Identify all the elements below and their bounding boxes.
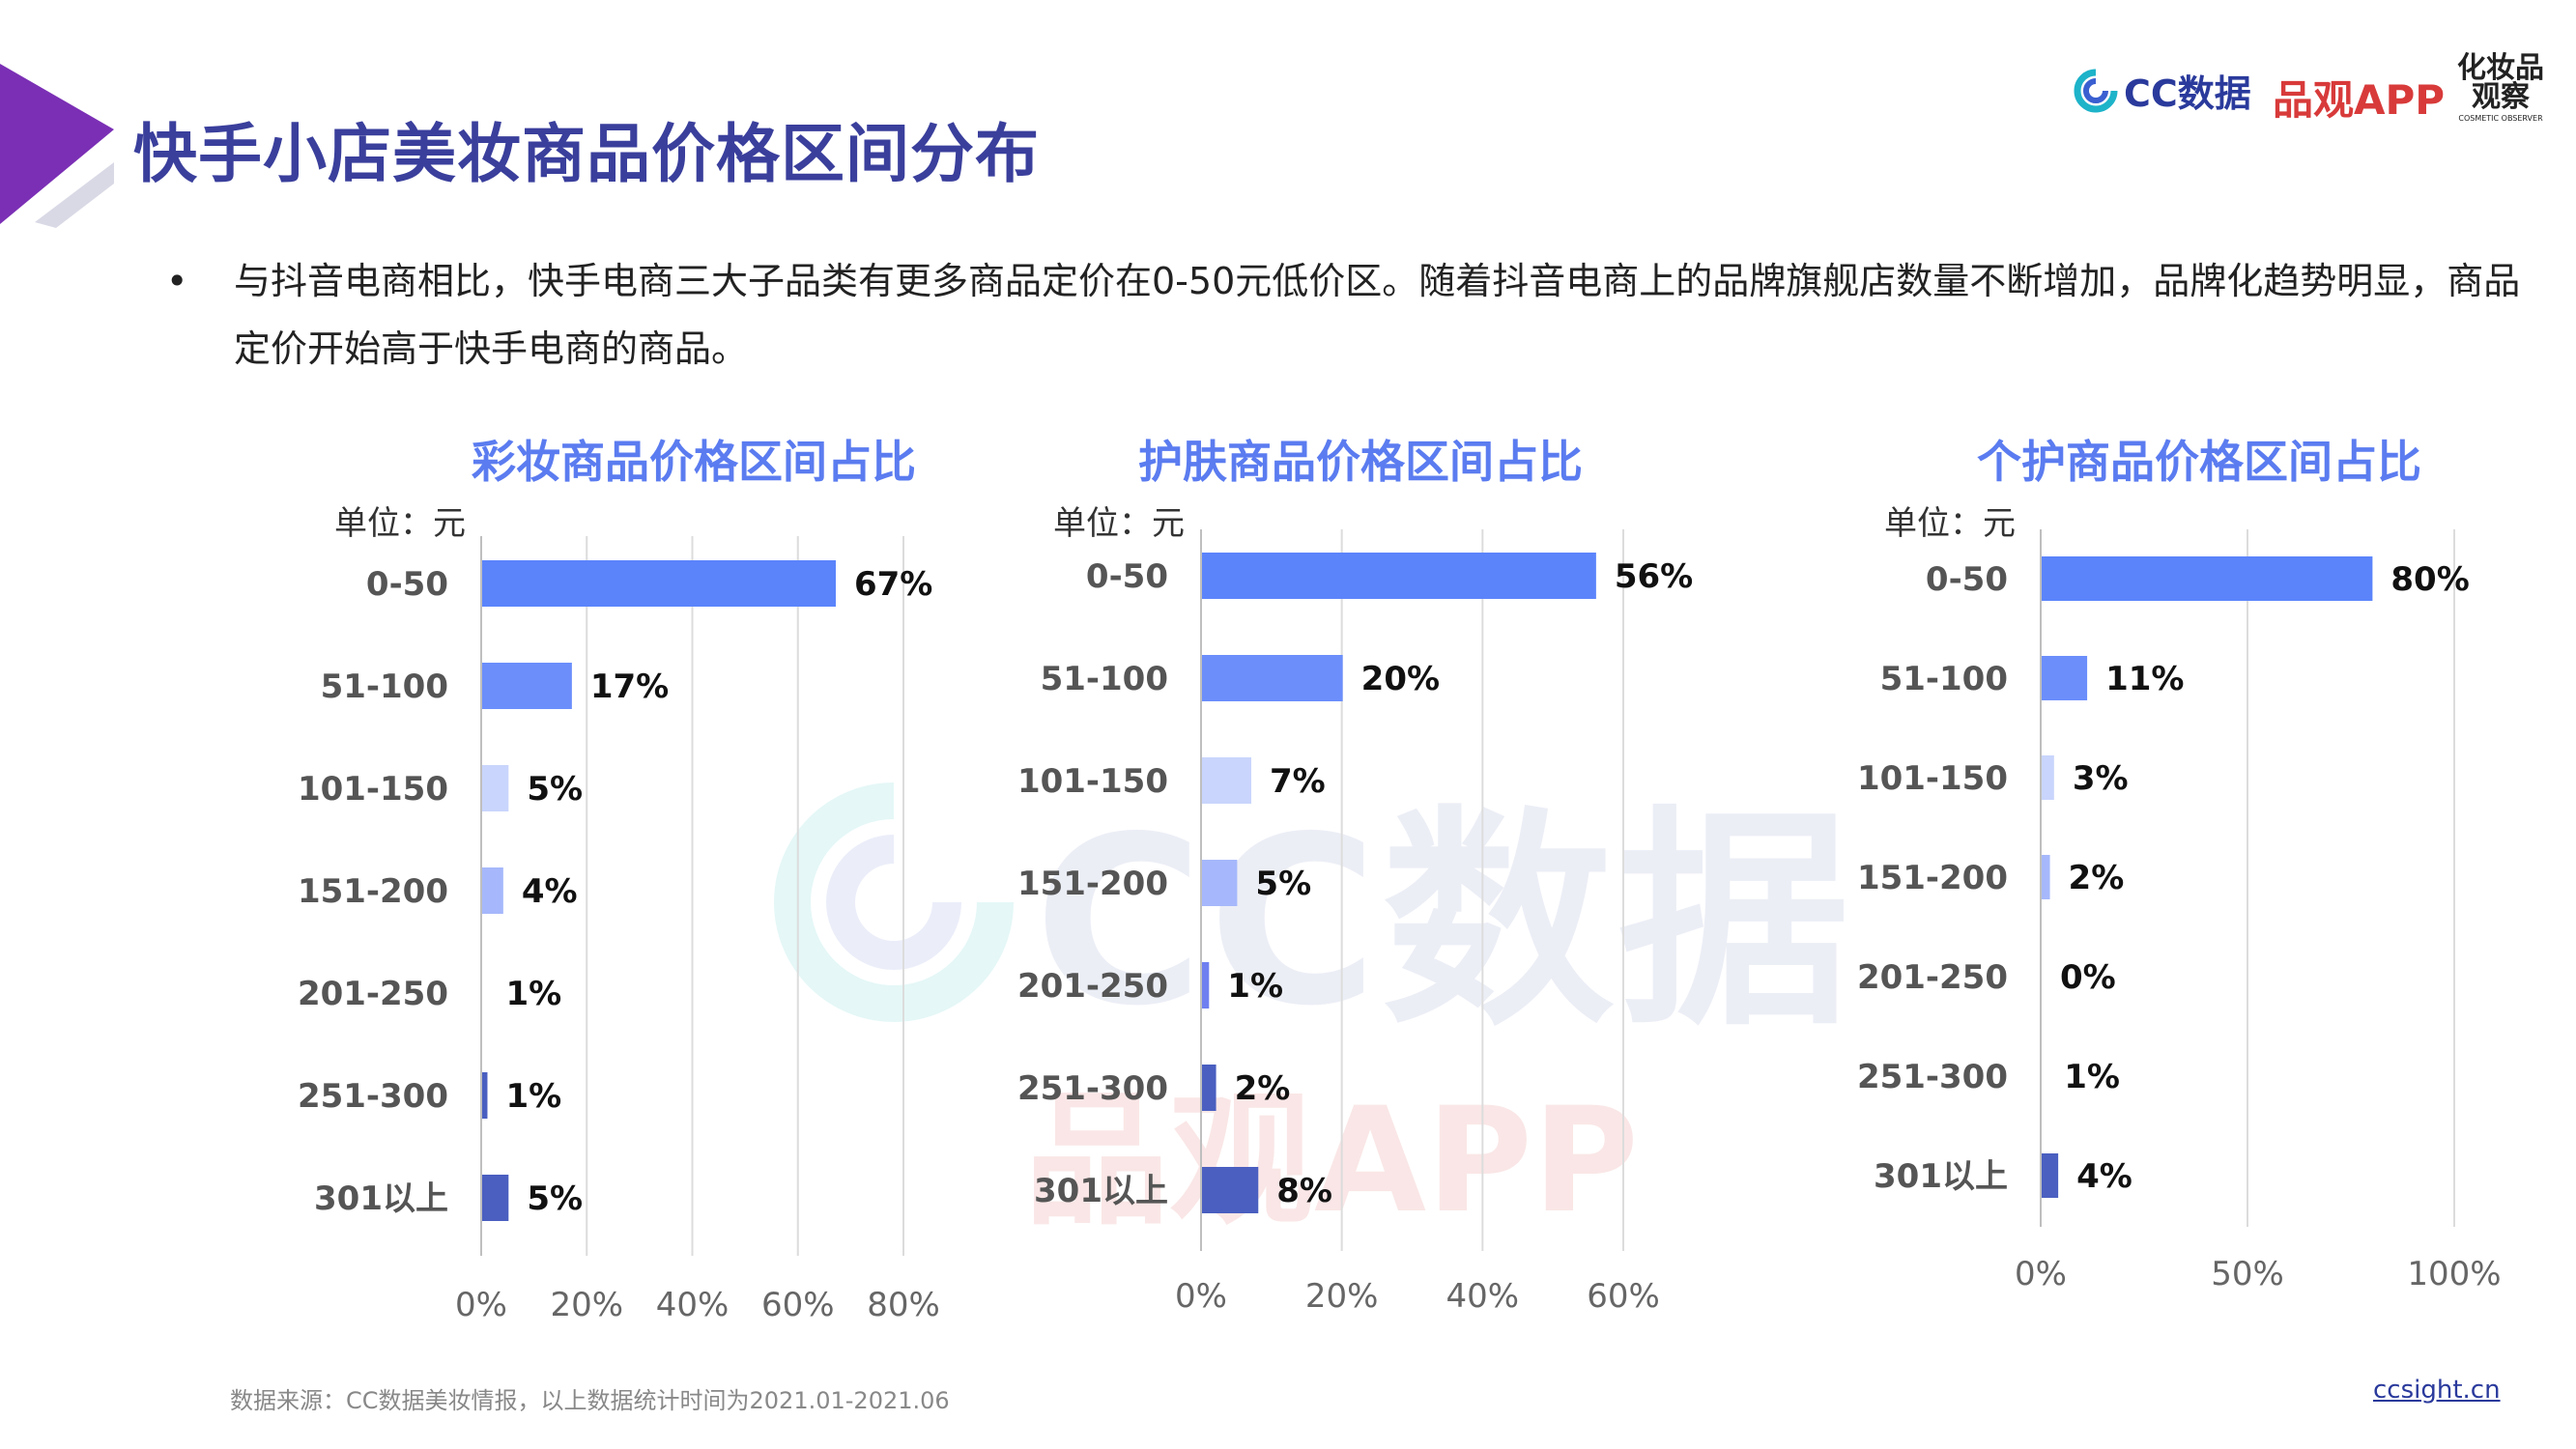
category-label: 51-100 xyxy=(321,668,448,706)
x-tick-label: 50% xyxy=(2211,1255,2284,1293)
category-label: 301以上 xyxy=(1874,1157,2008,1196)
category-label: 251-300 xyxy=(298,1077,448,1116)
x-tick-label: 60% xyxy=(761,1286,835,1324)
category-label: 301以上 xyxy=(314,1179,448,1218)
bar xyxy=(482,970,488,1016)
category-label: 0-50 xyxy=(366,565,448,604)
summary-bullet: • 与抖音电商相比，快手电商三大子品类有更多商品定价在0-50元低价区。随着抖音… xyxy=(166,247,2553,383)
category-label: 251-300 xyxy=(1857,1058,2008,1096)
hz-logo-line3: COSMETIC OBSERVER xyxy=(2458,114,2543,123)
bar xyxy=(1202,553,1596,599)
category-label: 151-200 xyxy=(298,872,448,911)
data-label: 0% xyxy=(2060,958,2116,997)
category-label: 201-250 xyxy=(298,975,448,1013)
bar xyxy=(482,1175,509,1221)
header-accent-triangle xyxy=(0,64,114,228)
data-label: 1% xyxy=(2064,1058,2120,1096)
bar xyxy=(1202,757,1251,804)
data-label: 5% xyxy=(1255,865,1311,903)
data-label: 67% xyxy=(854,565,932,604)
data-label: 5% xyxy=(527,1179,583,1218)
data-label: 56% xyxy=(1615,557,1693,596)
data-label: 17% xyxy=(590,668,669,706)
category-label: 101-150 xyxy=(298,770,448,809)
bar xyxy=(1202,1167,1259,1213)
cc-data-logo: CC数据 xyxy=(2074,64,2251,117)
x-tick-label: 80% xyxy=(867,1286,940,1324)
cc-logo-text: CC数据 xyxy=(2124,72,2251,115)
hz-logo-line2: 观察 xyxy=(2472,80,2530,114)
category-label: 51-100 xyxy=(1880,660,2008,698)
x-tick-label: 60% xyxy=(1587,1277,1660,1316)
bar xyxy=(482,867,503,914)
bar xyxy=(2042,1153,2059,1198)
data-source-note: 数据来源：CC数据美妆情报，以上数据统计时间为2021.01-2021.06 xyxy=(230,1387,950,1414)
data-label: 2% xyxy=(2069,859,2125,897)
x-tick-label: 0% xyxy=(1175,1277,1227,1316)
data-label: 4% xyxy=(2076,1157,2132,1196)
bar xyxy=(482,560,836,607)
data-label: 1% xyxy=(1227,967,1283,1006)
bar xyxy=(1202,860,1238,906)
x-tick-label: 0% xyxy=(2015,1255,2067,1293)
x-tick-label: 100% xyxy=(2407,1255,2501,1293)
category-label: 151-200 xyxy=(1017,865,1168,903)
data-label: 20% xyxy=(1361,660,1440,698)
bar xyxy=(2042,1054,2046,1098)
data-label: 1% xyxy=(505,975,561,1013)
data-label: 3% xyxy=(2073,759,2129,798)
unit-label-skincare: 单位：元 xyxy=(1053,504,1185,543)
cosmetic-observer-logo: 化妆品 观察 COSMETIC OBSERVER xyxy=(2452,54,2549,123)
x-tick-label: 20% xyxy=(550,1286,623,1324)
x-tick-label: 20% xyxy=(1305,1277,1379,1316)
category-label: 101-150 xyxy=(1017,762,1168,801)
category-label: 0-50 xyxy=(1926,560,2008,599)
data-label: 2% xyxy=(1235,1069,1291,1108)
data-label: 11% xyxy=(2105,660,2184,698)
data-label: 80% xyxy=(2390,560,2469,599)
summary-text: 与抖音电商相比，快手电商三大子品类有更多商品定价在0-50元低价区。随着抖音电商… xyxy=(234,260,2521,370)
x-tick-label: 40% xyxy=(656,1286,730,1324)
bar xyxy=(1202,655,1343,701)
data-label: 4% xyxy=(522,872,578,911)
data-label: 1% xyxy=(505,1077,561,1116)
bar xyxy=(2042,755,2054,800)
bar xyxy=(1202,962,1210,1009)
bar xyxy=(2042,656,2088,700)
category-label: 151-200 xyxy=(1857,859,2008,897)
cc-logo-icon xyxy=(2074,69,2118,112)
pinguan-logo: 品观APP xyxy=(2273,76,2446,124)
category-label: 101-150 xyxy=(1857,759,2008,798)
category-label: 201-250 xyxy=(1857,958,2008,997)
category-label: 301以上 xyxy=(1034,1172,1168,1210)
bullet-dot-icon: • xyxy=(166,260,188,302)
site-link[interactable]: ccsight.cn xyxy=(2373,1376,2501,1405)
page-title: 快手小店美妆商品价格区间分布 xyxy=(133,117,1040,191)
data-label: 7% xyxy=(1270,762,1326,801)
chart-title-makeup: 彩妆商品价格区间占比 xyxy=(472,436,916,488)
x-tick-label: 40% xyxy=(1446,1277,1520,1316)
unit-label-personal-care: 单位：元 xyxy=(1884,504,2016,543)
category-label: 251-300 xyxy=(1017,1069,1168,1108)
category-label: 0-50 xyxy=(1086,557,1168,596)
bar xyxy=(482,1072,488,1119)
category-label: 201-250 xyxy=(1017,967,1168,1006)
data-label: 5% xyxy=(527,770,583,809)
bar xyxy=(2042,556,2373,601)
bar xyxy=(482,765,509,811)
category-label: 51-100 xyxy=(1041,660,1168,698)
bar xyxy=(482,663,572,709)
unit-label-makeup: 单位：元 xyxy=(334,504,466,543)
hz-logo-line1: 化妆品 xyxy=(2457,51,2544,85)
chart-title-skincare: 护肤商品价格区间占比 xyxy=(1138,436,1583,488)
bar xyxy=(1202,1065,1216,1111)
data-label: 8% xyxy=(1276,1172,1332,1210)
x-tick-label: 0% xyxy=(455,1286,507,1324)
bar xyxy=(2042,855,2050,899)
chart-title-personal-care: 个护商品价格区间占比 xyxy=(1977,436,2421,488)
